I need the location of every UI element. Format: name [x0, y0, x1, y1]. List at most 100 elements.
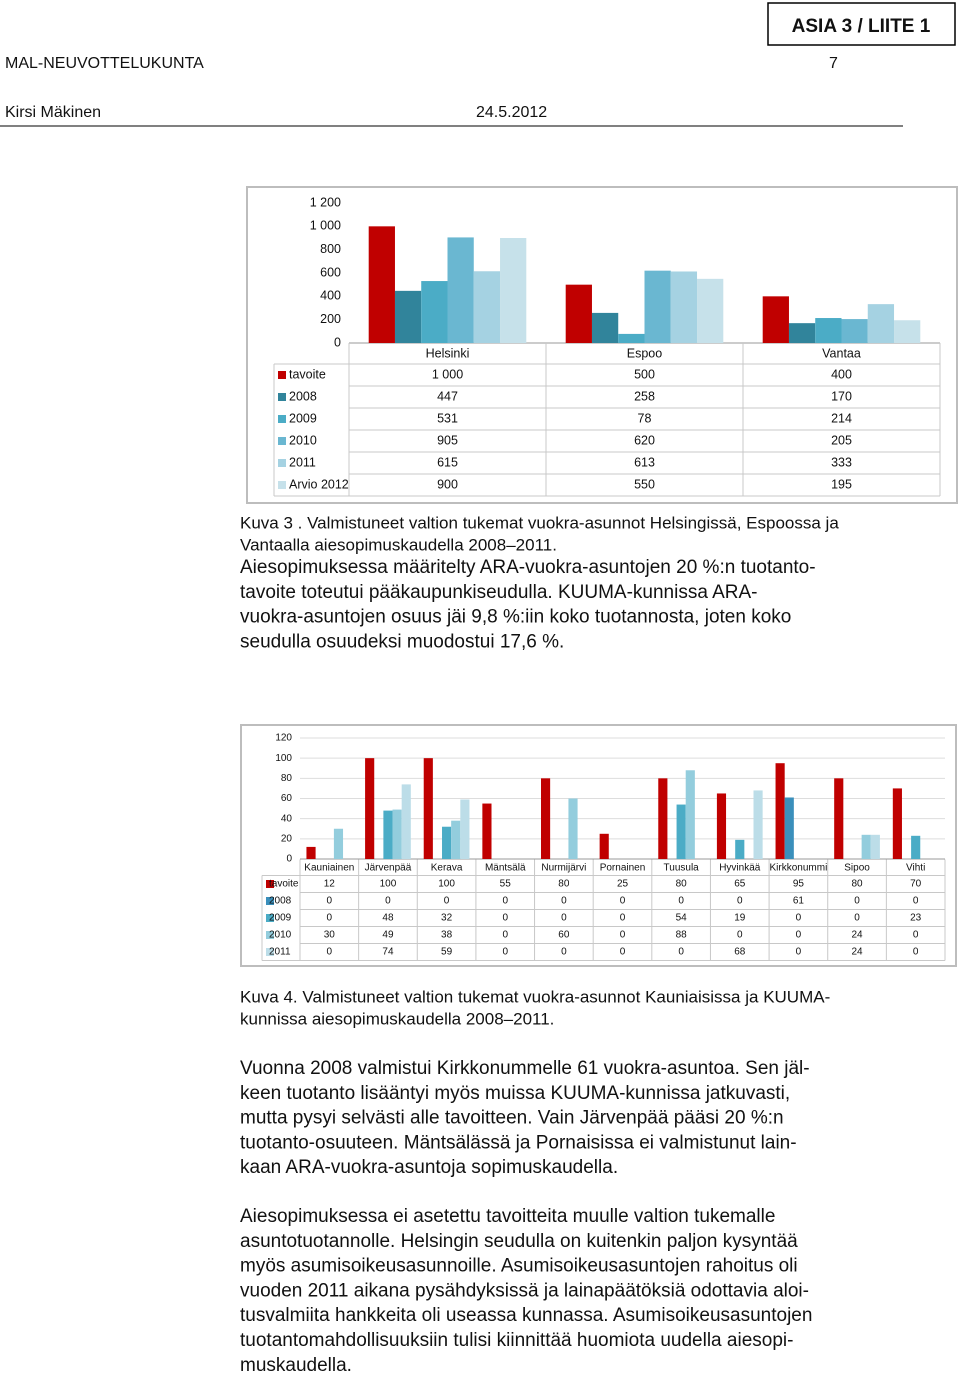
bar — [815, 318, 842, 343]
body-text: vuokra-asuntojen osuus jäi 9,8 %:iin kok… — [240, 607, 791, 628]
table-value: 60 — [558, 930, 570, 941]
body-text: seudulla osuudeksi muodostui 17,6 %. — [240, 631, 564, 652]
legend-swatch — [278, 415, 286, 423]
chart-frame — [246, 186, 958, 504]
bar — [368, 226, 395, 343]
body-text: tuotanto-osuuteen. Mäntsälässä ja Pornai… — [240, 1132, 797, 1153]
body-text: tavoite toteutui pääkaupunkiseudulla. KU… — [240, 582, 758, 603]
legend-swatch — [278, 481, 286, 489]
table-value: 12 — [324, 879, 336, 890]
bar — [383, 810, 393, 859]
table-value: 500 — [634, 367, 655, 381]
bar — [473, 271, 501, 343]
table-value: 49 — [382, 930, 394, 941]
y-tick-label: 80 — [281, 773, 293, 784]
bar — [451, 820, 461, 859]
bar — [500, 238, 527, 343]
category-label: Hyvinkää — [719, 863, 761, 874]
author: Kirsi Mäkinen — [5, 104, 101, 121]
body-text: mutta pysyi selvästi alle tavoitteen. Va… — [240, 1108, 784, 1129]
bar — [658, 778, 668, 859]
body-text: vuoden 2011 aikana pysähdyksissä ja lain… — [240, 1280, 809, 1301]
legend-label: 2010 — [289, 433, 317, 447]
bar — [841, 319, 868, 343]
table-value: 55 — [500, 879, 512, 890]
table-value: 59 — [441, 947, 453, 958]
body-text: Vuonna 2008 valmistui Kirkkonummelle 61 … — [240, 1058, 810, 1079]
table-value: 100 — [380, 879, 397, 890]
body-text: tuotantomahdollisuuksiin tulisi kiinnitt… — [240, 1330, 793, 1351]
legend-swatch — [278, 393, 286, 401]
category-label: Sipoo — [844, 863, 870, 874]
legend-label: tavoite — [289, 367, 326, 381]
bar — [599, 833, 609, 859]
bar — [540, 778, 551, 859]
y-tick-label: 40 — [281, 813, 293, 824]
category-label: Mäntsälä — [485, 863, 526, 874]
figure-caption: Kuva 3 . Valmistuneet valtion tukemat vu… — [240, 513, 839, 532]
legend-label: 2008 — [289, 389, 317, 403]
table-value: 65 — [734, 879, 746, 890]
table-value: 550 — [634, 477, 655, 491]
y-tick-label: 100 — [275, 753, 292, 764]
y-tick-label: 600 — [320, 265, 341, 279]
table-value: 54 — [676, 913, 688, 924]
bar — [861, 834, 871, 859]
legend-swatch — [278, 371, 286, 379]
bar — [306, 846, 316, 859]
bar — [394, 290, 422, 343]
table-value: 205 — [831, 433, 852, 447]
table-value: 80 — [851, 879, 863, 890]
table-value: 0 — [913, 896, 919, 907]
category-label: Järvenpää — [365, 863, 412, 874]
table-value: 80 — [676, 879, 688, 890]
body-text: tusvalmiita hankkeita oli useassa kunnas… — [240, 1305, 812, 1326]
bar — [788, 323, 816, 343]
table-value: 447 — [437, 389, 458, 403]
bar — [697, 278, 724, 343]
bar — [892, 788, 902, 859]
table-value: 0 — [502, 913, 508, 924]
bar — [867, 304, 895, 343]
bar — [762, 296, 789, 343]
legend-label: 2009 — [269, 913, 292, 924]
table-value: 0 — [854, 913, 860, 924]
bar — [894, 320, 921, 343]
bar — [482, 803, 492, 859]
bar — [591, 312, 619, 343]
table-value: 0 — [620, 896, 626, 907]
legend-swatch — [278, 459, 286, 467]
table-value: 80 — [558, 879, 570, 890]
bar — [676, 804, 686, 859]
table-value: 0 — [678, 947, 684, 958]
figure-caption: Vantaalla aiesopimuskaudella 2008–2011. — [240, 535, 557, 554]
bar — [716, 793, 727, 859]
body-text: myös asumisoikeusasunnoille. Asumisoikeu… — [240, 1256, 798, 1277]
chart-frame — [240, 724, 957, 967]
table-value: 613 — [634, 455, 655, 469]
table-value: 0 — [678, 896, 684, 907]
table-value: 0 — [327, 896, 333, 907]
bar — [644, 270, 671, 343]
table-value: 24 — [851, 930, 863, 941]
table-value: 905 — [437, 433, 458, 447]
legend-label: 2008 — [269, 896, 292, 907]
body-text: Aiesopimuksessa määritelty ARA-vuokra-as… — [240, 557, 816, 578]
table-value: 0 — [561, 913, 567, 924]
table-value: 0 — [620, 930, 626, 941]
table-value: 0 — [854, 896, 860, 907]
table-value: 195 — [831, 477, 852, 491]
figure-caption: kunnissa aiesopimuskaudella 2008–2011. — [240, 1009, 554, 1028]
legend-label: 2009 — [289, 411, 317, 425]
bar — [834, 778, 844, 859]
table-value: 620 — [634, 433, 655, 447]
table-value: 78 — [638, 411, 652, 425]
table-value: 0 — [620, 947, 626, 958]
category-label: Vantaa — [822, 346, 861, 360]
y-tick-label: 400 — [320, 289, 341, 303]
y-tick-label: 120 — [275, 733, 292, 744]
table-value: 615 — [437, 455, 458, 469]
table-value: 70 — [910, 879, 922, 890]
category-label: Helsinki — [426, 346, 470, 360]
